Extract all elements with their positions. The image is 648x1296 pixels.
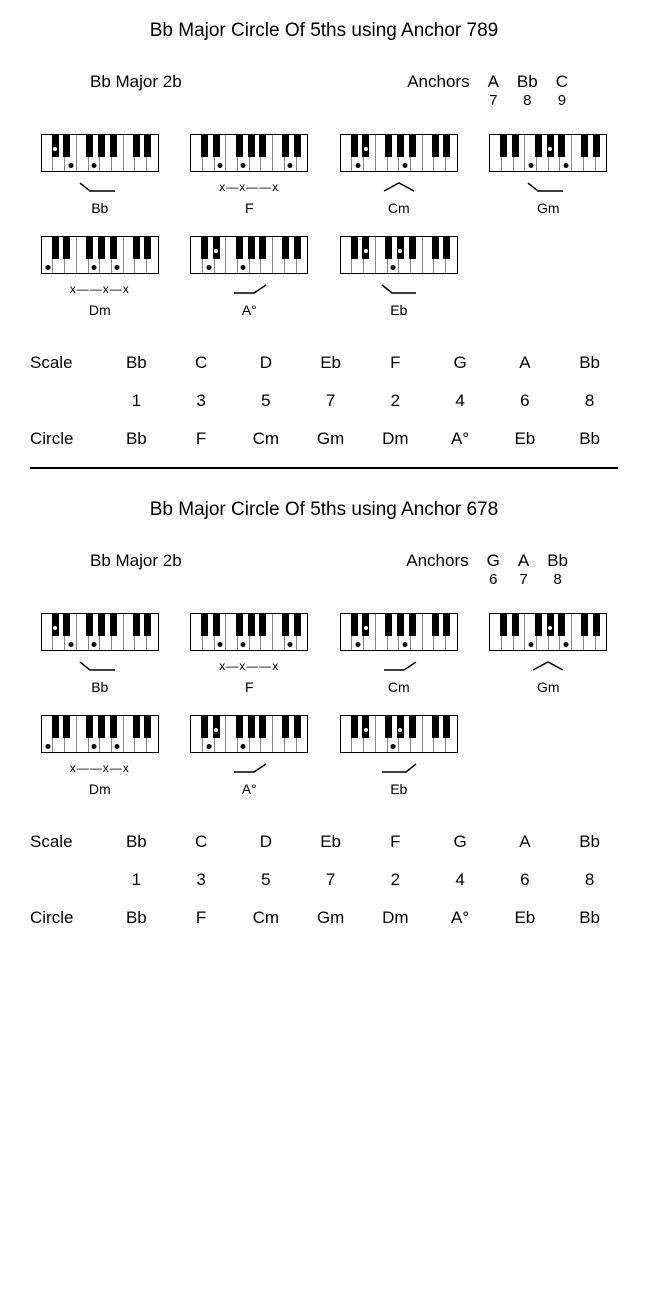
key-label: Bb Major 2b	[90, 72, 182, 109]
chord-label: Eb	[390, 302, 407, 318]
shape-icon	[523, 180, 573, 194]
chord-cell	[479, 236, 619, 318]
chord-cell: x—x——x F	[180, 613, 320, 695]
chord-grid: Bb x—x——x F Cm Gm x——x—x Dm A° Eb	[30, 613, 618, 797]
chord-cell: x——x—x Dm	[30, 236, 170, 318]
scale-row: 13572468	[30, 870, 618, 890]
shape-icon	[224, 282, 274, 296]
chord-shape	[374, 180, 424, 196]
chord-shape	[224, 282, 274, 298]
keyboard-diagram	[340, 236, 458, 274]
shape-icon	[75, 180, 125, 194]
chord-cell: Cm	[329, 134, 469, 216]
keyboard-diagram	[340, 134, 458, 172]
key-label: Bb Major 2b	[90, 551, 182, 588]
keyboard-diagram	[190, 134, 308, 172]
shape-icon	[523, 659, 573, 673]
chord-shape: x——x—x	[70, 282, 130, 298]
shape-icon	[224, 761, 274, 775]
header-row: Bb Major 2b Anchors G6 A7 Bb8	[30, 551, 618, 588]
chord-cell: x——x—x Dm	[30, 715, 170, 797]
shape-icon	[374, 180, 424, 194]
keyboard-diagram	[190, 715, 308, 753]
keyboard-diagram	[489, 613, 607, 651]
section-divider	[30, 467, 618, 469]
chord-shape	[374, 761, 424, 777]
anchor-col: Bb8	[547, 551, 568, 588]
section-title: Bb Major Circle Of 5ths using Anchor 678	[30, 499, 618, 521]
chord-shape: x—x——x	[219, 180, 279, 196]
chord-shape: x—x——x	[219, 659, 279, 675]
anchor-col: A7	[518, 551, 529, 588]
chord-cell: x—x——x F	[180, 134, 320, 216]
scale-row: CircleBbFCmGmDmA°EbBb	[30, 429, 618, 449]
anchor-col: Bb8	[517, 72, 538, 109]
anchor-col: A7	[488, 72, 499, 109]
chord-shape	[523, 659, 573, 675]
keyboard-diagram	[190, 236, 308, 274]
shape-icon	[75, 659, 125, 673]
scale-table: ScaleBbCDEbFGABb 13572468 CircleBbFCmGmDmA…	[30, 832, 618, 928]
header-row: Bb Major 2b Anchors A7 Bb8 C9	[30, 72, 618, 109]
scale-table: ScaleBbCDEbFGABb 13572468 CircleBbFCmGmDmA…	[30, 353, 618, 449]
chord-shape: x——x—x	[70, 761, 130, 777]
chord-shape	[374, 659, 424, 675]
section-title: Bb Major Circle Of 5ths using Anchor 789	[30, 20, 618, 42]
keyboard-diagram	[41, 715, 159, 753]
chord-grid: Bb x—x——x F Cm Gm x——x—x Dm A° Eb	[30, 134, 618, 318]
chord-shape	[75, 180, 125, 196]
scale-row: ScaleBbCDEbFGABb	[30, 832, 618, 852]
chord-cell: Bb	[30, 613, 170, 695]
chord-label: Cm	[388, 679, 410, 695]
keyboard-diagram	[41, 134, 159, 172]
chord-label: F	[245, 200, 254, 216]
chord-shape	[224, 761, 274, 777]
anchors-label: Anchors	[406, 551, 468, 588]
chord-cell: Bb	[30, 134, 170, 216]
chord-cell: Eb	[329, 236, 469, 318]
keyboard-diagram	[41, 236, 159, 274]
chord-label: Dm	[89, 302, 111, 318]
keyboard-diagram	[489, 134, 607, 172]
anchor-col: C9	[556, 72, 568, 109]
chord-label: Cm	[388, 200, 410, 216]
keyboard-diagram	[340, 715, 458, 753]
chord-shape	[75, 659, 125, 675]
shape-icon	[374, 659, 424, 673]
chord-cell: Gm	[479, 613, 619, 695]
scale-row: 13572468	[30, 391, 618, 411]
keyboard-diagram	[340, 613, 458, 651]
scale-row: ScaleBbCDEbFGABb	[30, 353, 618, 373]
chord-cell: Cm	[329, 613, 469, 695]
keyboard-diagram	[41, 613, 159, 651]
scale-row: CircleBbFCmGmDmA°EbBb	[30, 908, 618, 928]
chord-cell: Eb	[329, 715, 469, 797]
chord-label: Bb	[91, 200, 108, 216]
chord-shape	[523, 180, 573, 196]
shape-icon	[374, 761, 424, 775]
chord-shape	[374, 282, 424, 298]
chord-cell: Gm	[479, 134, 619, 216]
chord-label: Bb	[91, 679, 108, 695]
chord-label: Gm	[537, 679, 560, 695]
chord-label: F	[245, 679, 254, 695]
shape-icon	[374, 282, 424, 296]
chord-label: A°	[242, 302, 257, 318]
chord-label: Dm	[89, 781, 111, 797]
chord-cell	[479, 715, 619, 797]
chord-label: Gm	[537, 200, 560, 216]
anchor-col: G6	[487, 551, 500, 588]
anchors-label: Anchors	[407, 72, 469, 109]
chord-cell: A°	[180, 715, 320, 797]
keyboard-diagram	[190, 613, 308, 651]
chord-cell: A°	[180, 236, 320, 318]
chord-label: A°	[242, 781, 257, 797]
chord-label: Eb	[390, 781, 407, 797]
